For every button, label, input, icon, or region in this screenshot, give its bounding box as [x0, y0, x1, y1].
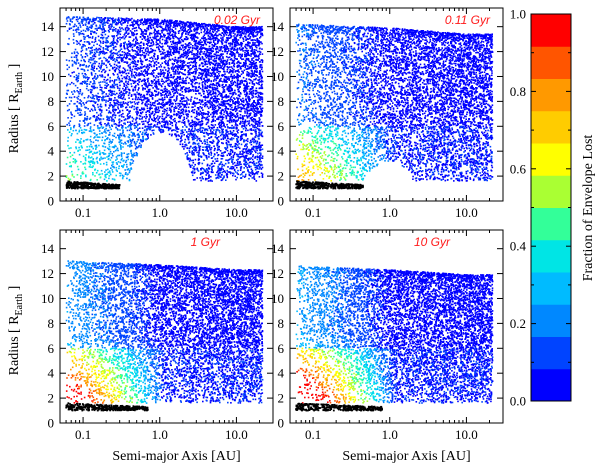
y-tick-label: 2	[278, 391, 285, 406]
y-tick-label: 8	[278, 316, 285, 331]
panel-bottom-left: 0.1 1.0 10.0 0 2 4 6 8 10 12 14 1 Gyr Semi-major Axi…	[7, 229, 274, 464]
colorbar-tick-label: 0.8	[510, 84, 526, 99]
y-tick-label: 14	[271, 19, 285, 34]
colorbar-swatches	[531, 14, 571, 402]
x-tick-label: 0.1	[75, 427, 91, 442]
colorbar-swatch	[531, 239, 571, 273]
y-tick-label: 8	[48, 94, 55, 109]
y-tick-label: 2	[48, 391, 55, 406]
y-tick-label: 6	[48, 341, 55, 356]
colorbar-swatch	[531, 304, 571, 337]
x-tick-label: 0.1	[75, 205, 91, 220]
scatter-points	[65, 16, 264, 190]
colorbar-tick-label: 0.6	[510, 161, 527, 176]
y-tick-label: 12	[41, 44, 54, 59]
colorbar-ticks: 0.0 0.2 0.4 0.6 0.8 1.0	[510, 7, 571, 409]
x-tick-label: 10.0	[225, 205, 248, 220]
scatter-points	[65, 260, 264, 412]
time-annotation: 0.02 Gyr	[214, 13, 261, 27]
y-tick-label: 12	[41, 266, 54, 281]
y-tick-label: 6	[278, 119, 285, 134]
colorbar-label: Fraction of Envelope Lost	[581, 135, 596, 282]
y-tick-label: 4	[48, 144, 55, 159]
x-tick-label: 1.0	[152, 427, 168, 442]
axes-frame	[289, 7, 504, 202]
x-tick-label: 1.0	[382, 427, 398, 442]
axes-frame	[289, 229, 504, 424]
y-tick-label: 14	[41, 241, 55, 256]
y-tick-label: 14	[41, 19, 55, 34]
time-annotation: 0.11 Gyr	[445, 13, 491, 27]
y-tick-label: 8	[48, 316, 55, 331]
y-tick-label: 0	[278, 416, 285, 431]
scatter-points	[295, 265, 494, 412]
colorbar-swatch	[531, 207, 571, 241]
colorbar-swatch	[531, 46, 571, 79]
colorbar-swatch	[531, 110, 571, 144]
panel-top-right: 0.1 1.0 10.0 0 2 4 6 8 10 12 14 0.11 Gyr	[271, 7, 504, 220]
y-tick-label: 0	[48, 416, 55, 431]
y-tick-label: 6	[48, 119, 55, 134]
y-tick-label: 0	[48, 194, 55, 209]
y-tick-label: 4	[48, 366, 55, 381]
colorbar-swatch	[531, 175, 571, 208]
panel-top-left: 0.1 1.0 10.0 0 2 4 6 8 10 12 14 0.02 Gyr Radius [ RE…	[7, 7, 274, 220]
y-tick-label: 12	[271, 266, 284, 281]
colorbar-swatch	[531, 368, 571, 402]
colorbar-tick-label: 0.4	[510, 239, 527, 254]
y-tick-label: 14	[271, 241, 285, 256]
colorbar-swatch	[531, 14, 571, 47]
scatter-points	[295, 23, 494, 190]
panel-bottom-right: 0.1 1.0 10.0 0 2 4 6 8 10 12 14 10 Gyr Semi-major Ax…	[271, 229, 504, 464]
x-tick-label: 10.0	[225, 427, 248, 442]
colorbar-swatch	[531, 272, 571, 305]
colorbar-swatch	[531, 78, 571, 112]
x-tick-label: 0.1	[305, 427, 321, 442]
x-tick-label: 1.0	[152, 205, 168, 220]
y-tick-label: 2	[278, 169, 285, 184]
x-tick-label: 0.1	[305, 205, 321, 220]
x-axis-title: Semi-major Axis [AU]	[342, 449, 470, 464]
time-annotation: 10 Gyr	[414, 235, 451, 249]
y-tick-label: 10	[41, 69, 54, 84]
colorbar-swatch	[531, 143, 571, 176]
x-axis-title: Semi-major Axis [AU]	[112, 449, 240, 464]
y-tick-label: 2	[48, 169, 55, 184]
x-tick-label: 10.0	[455, 205, 478, 220]
y-tick-label: 10	[41, 291, 54, 306]
colorbar-swatch	[531, 336, 571, 370]
y-tick-label: 10	[271, 291, 284, 306]
y-tick-label: 6	[278, 341, 285, 356]
y-tick-label: 12	[271, 44, 284, 59]
time-annotation: 1 Gyr	[191, 235, 221, 249]
panels: 0.1 1.0 10.0 0 2 4 6 8 10 12 14 0.02 Gyr Radius [ RE…	[7, 7, 504, 464]
x-tick-label: 1.0	[382, 205, 398, 220]
x-tick-label: 10.0	[455, 427, 478, 442]
axes-frame	[59, 229, 274, 424]
y-axis-title: Radius [ REarth ]	[7, 286, 25, 376]
y-tick-label: 10	[271, 69, 284, 84]
y-tick-label: 0	[278, 194, 285, 209]
colorbar: 0.0 0.2 0.4 0.6 0.8 1.0 Fraction of Envelope …	[510, 7, 596, 409]
colorbar-tick-label: 0.2	[510, 316, 526, 331]
y-tick-label: 4	[278, 144, 285, 159]
y-axis-title: Radius [ REarth ]	[7, 64, 25, 154]
y-tick-label: 8	[278, 94, 285, 109]
colorbar-tick-label: 0.0	[510, 394, 526, 409]
y-tick-label: 4	[278, 366, 285, 381]
colorbar-tick-label: 1.0	[510, 7, 526, 22]
axes-frame	[59, 7, 274, 202]
